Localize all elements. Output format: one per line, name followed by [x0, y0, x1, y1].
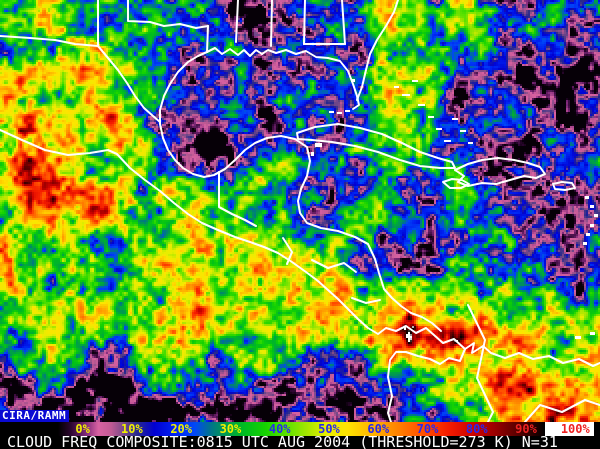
colorbar-label: 10% [121, 422, 143, 436]
cloud-frequency-map [0, 0, 600, 422]
colorbar-label: 90% [515, 422, 537, 436]
colorbar-label: 40% [268, 422, 291, 436]
colorbar-label: 60% [367, 422, 390, 436]
colorbar-label: 100% [560, 422, 590, 436]
caption-text: CLOUD FREQ COMPOSITE:0815 UTC AUG 2004 (… [7, 433, 558, 449]
colorbar-label: 80% [465, 422, 488, 436]
colorbar-100-box [545, 422, 594, 436]
colorbar-label: 50% [318, 422, 340, 436]
cira-ramm-watermark: CIRA/RAMM [0, 410, 70, 422]
colorbar-labels: 0% 10% 20% 30% 40% 50% 60% 70% 80% 90% 100% [58, 422, 600, 436]
colorbar-label: 70% [416, 422, 439, 436]
colorbar-gradient [58, 422, 545, 436]
colorbar-label: 30% [219, 422, 242, 436]
caption-bar: CLOUD FREQ COMPOSITE:0815 UTC AUG 2004 (… [0, 433, 600, 449]
colorbar-label: 0% [75, 422, 90, 436]
colorbar-label: 20% [170, 422, 192, 436]
colorbar-legend: 0% 10% 20% 30% 40% 50% 60% 70% 80% 90% 100% [0, 422, 600, 436]
